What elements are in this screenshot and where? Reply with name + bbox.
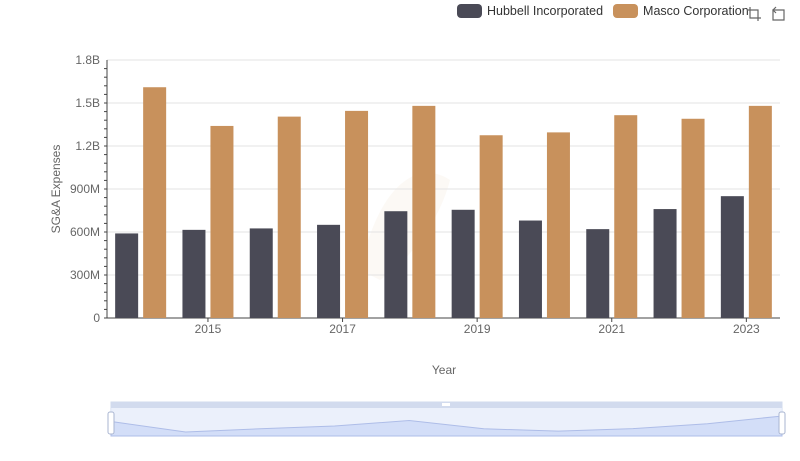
bar-hubbell-2014[interactable] <box>115 233 139 318</box>
x-axis: 2015 2017 2019 2021 2023 <box>195 318 760 336</box>
x-tick-label: 2023 <box>733 322 760 336</box>
y-tick-label: 1.8B <box>75 53 100 67</box>
bar-masco-2022[interactable] <box>681 118 705 319</box>
legend-label-hubbell: Hubbell Incorporated <box>487 4 604 18</box>
grid <box>107 59 780 319</box>
y-tick-label: 900M <box>70 182 100 196</box>
y-tick-label: 600M <box>70 225 100 239</box>
bar-hubbell-2023[interactable] <box>720 196 744 318</box>
legend-swatch-hubbell <box>457 4 482 18</box>
y-tick-label: 1.2B <box>75 139 100 153</box>
bar-masco-2019[interactable] <box>479 135 503 318</box>
bar-masco-2020[interactable] <box>546 132 570 318</box>
restore-icon[interactable] <box>770 6 786 22</box>
legend-item-hubbell[interactable]: Hubbell Incorporated <box>457 4 603 18</box>
bar-hubbell-2018[interactable] <box>384 211 408 318</box>
bar-masco-2017[interactable] <box>345 110 369 318</box>
bar-hubbell-2020[interactable] <box>518 220 542 318</box>
bar-masco-2018[interactable] <box>412 105 436 318</box>
bar-hubbell-2021[interactable] <box>586 229 610 318</box>
y-tick-label: 300M <box>70 268 100 282</box>
x-tick-label: 2019 <box>464 322 491 336</box>
bar-hubbell-2019[interactable] <box>451 209 475 318</box>
bar-masco-2023[interactable] <box>748 105 772 318</box>
y-tick-label: 1.5B <box>75 96 100 110</box>
bar-masco-2021[interactable] <box>614 115 638 318</box>
bar-masco-2014[interactable] <box>143 87 167 318</box>
x-tick-label: 2021 <box>598 322 625 336</box>
x-tick-label: 2017 <box>329 322 356 336</box>
y-tick-label: 0 <box>93 311 100 325</box>
x-tick-label: 2015 <box>195 322 222 336</box>
x-axis-label: Year <box>432 363 456 377</box>
y-axis: 0 300M 600M 900M 1.2B 1.5B 1.8B <box>70 53 108 325</box>
legend-swatch-masco <box>613 4 639 18</box>
toolbox <box>746 6 786 22</box>
legend: Hubbell Incorporated Masco Corporation <box>457 4 759 18</box>
zoom-icon[interactable] <box>746 6 762 22</box>
bar-hubbell-2015[interactable] <box>182 229 206 318</box>
datazoom-handle-right[interactable] <box>778 411 786 435</box>
y-axis-label: SG&A Expenses <box>49 145 63 234</box>
bar-hubbell-2016[interactable] <box>249 228 273 318</box>
bar-masco-2016[interactable] <box>277 116 301 318</box>
legend-item-masco[interactable]: Masco Corporation <box>613 4 749 18</box>
bar-masco-2015[interactable] <box>210 125 234 318</box>
legend-label-masco: Masco Corporation <box>643 4 749 18</box>
bar-hubbell-2017[interactable] <box>317 224 341 318</box>
bars <box>115 87 772 319</box>
datazoom-grip[interactable] <box>442 403 450 406</box>
bar-hubbell-2022[interactable] <box>653 209 677 318</box>
datazoom-handle-left[interactable] <box>107 411 115 435</box>
datazoom-slider[interactable] <box>107 401 786 437</box>
